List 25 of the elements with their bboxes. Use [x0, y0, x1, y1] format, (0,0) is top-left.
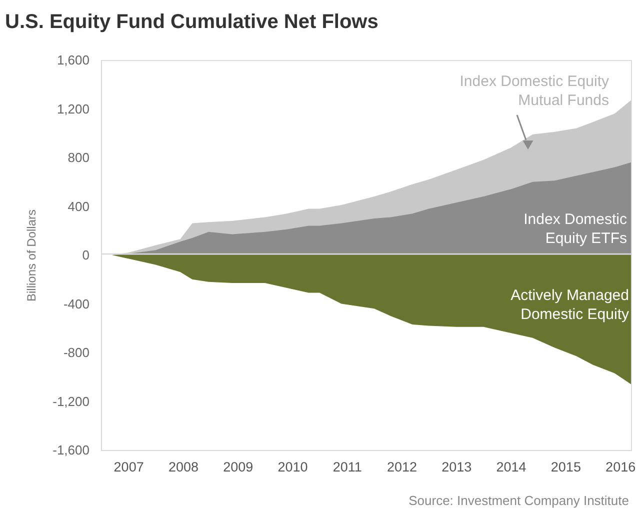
x-tick-label: 2010 — [278, 460, 308, 474]
x-tick-label: 2014 — [496, 460, 527, 474]
y-tick-label: -1,200 — [52, 394, 90, 409]
chart-title: U.S. Equity Fund Cumulative Net Flows — [5, 11, 378, 33]
y-tick-label: 0 — [82, 248, 90, 262]
y-tick-label: 800 — [68, 150, 90, 165]
source-note: Source: Investment Company Institute — [408, 493, 629, 508]
y-tick-label: 1,600 — [56, 52, 90, 68]
x-tick-label: 2011 — [332, 460, 362, 474]
x-tick-label: 2013 — [442, 460, 472, 474]
y-tick-label: -1,600 — [52, 442, 90, 458]
y-tick-label: -800 — [63, 345, 90, 360]
series-label: Index Domestic Equity Mutual Funds — [460, 73, 610, 109]
y-tick-label: 1,200 — [56, 101, 90, 116]
x-tick-label: 2008 — [168, 460, 198, 474]
x-tick-label: 2016 — [606, 460, 636, 474]
x-tick-label: 2007 — [114, 460, 144, 474]
x-tick-label: 2012 — [386, 460, 418, 474]
x-tick-label: 2015 — [550, 460, 581, 474]
series-label: Index Domestic Equity ETFs — [524, 211, 628, 247]
y-axis-title: Billions of Dollars — [24, 209, 39, 302]
y-tick-label: -400 — [63, 296, 90, 312]
x-tick-label: 2009 — [223, 460, 254, 474]
y-tick-label: 400 — [68, 198, 90, 214]
series-label: Actively Managed Domestic Equity — [510, 287, 630, 323]
